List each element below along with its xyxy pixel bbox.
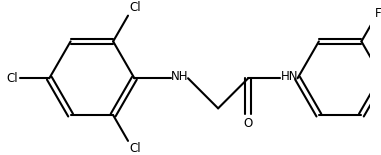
Text: Cl: Cl bbox=[6, 72, 18, 85]
Text: NH: NH bbox=[171, 70, 189, 83]
Text: Cl: Cl bbox=[130, 1, 141, 14]
Text: F: F bbox=[375, 7, 381, 20]
Text: O: O bbox=[243, 117, 253, 130]
Text: Cl: Cl bbox=[130, 142, 141, 155]
Text: HN: HN bbox=[281, 70, 298, 83]
